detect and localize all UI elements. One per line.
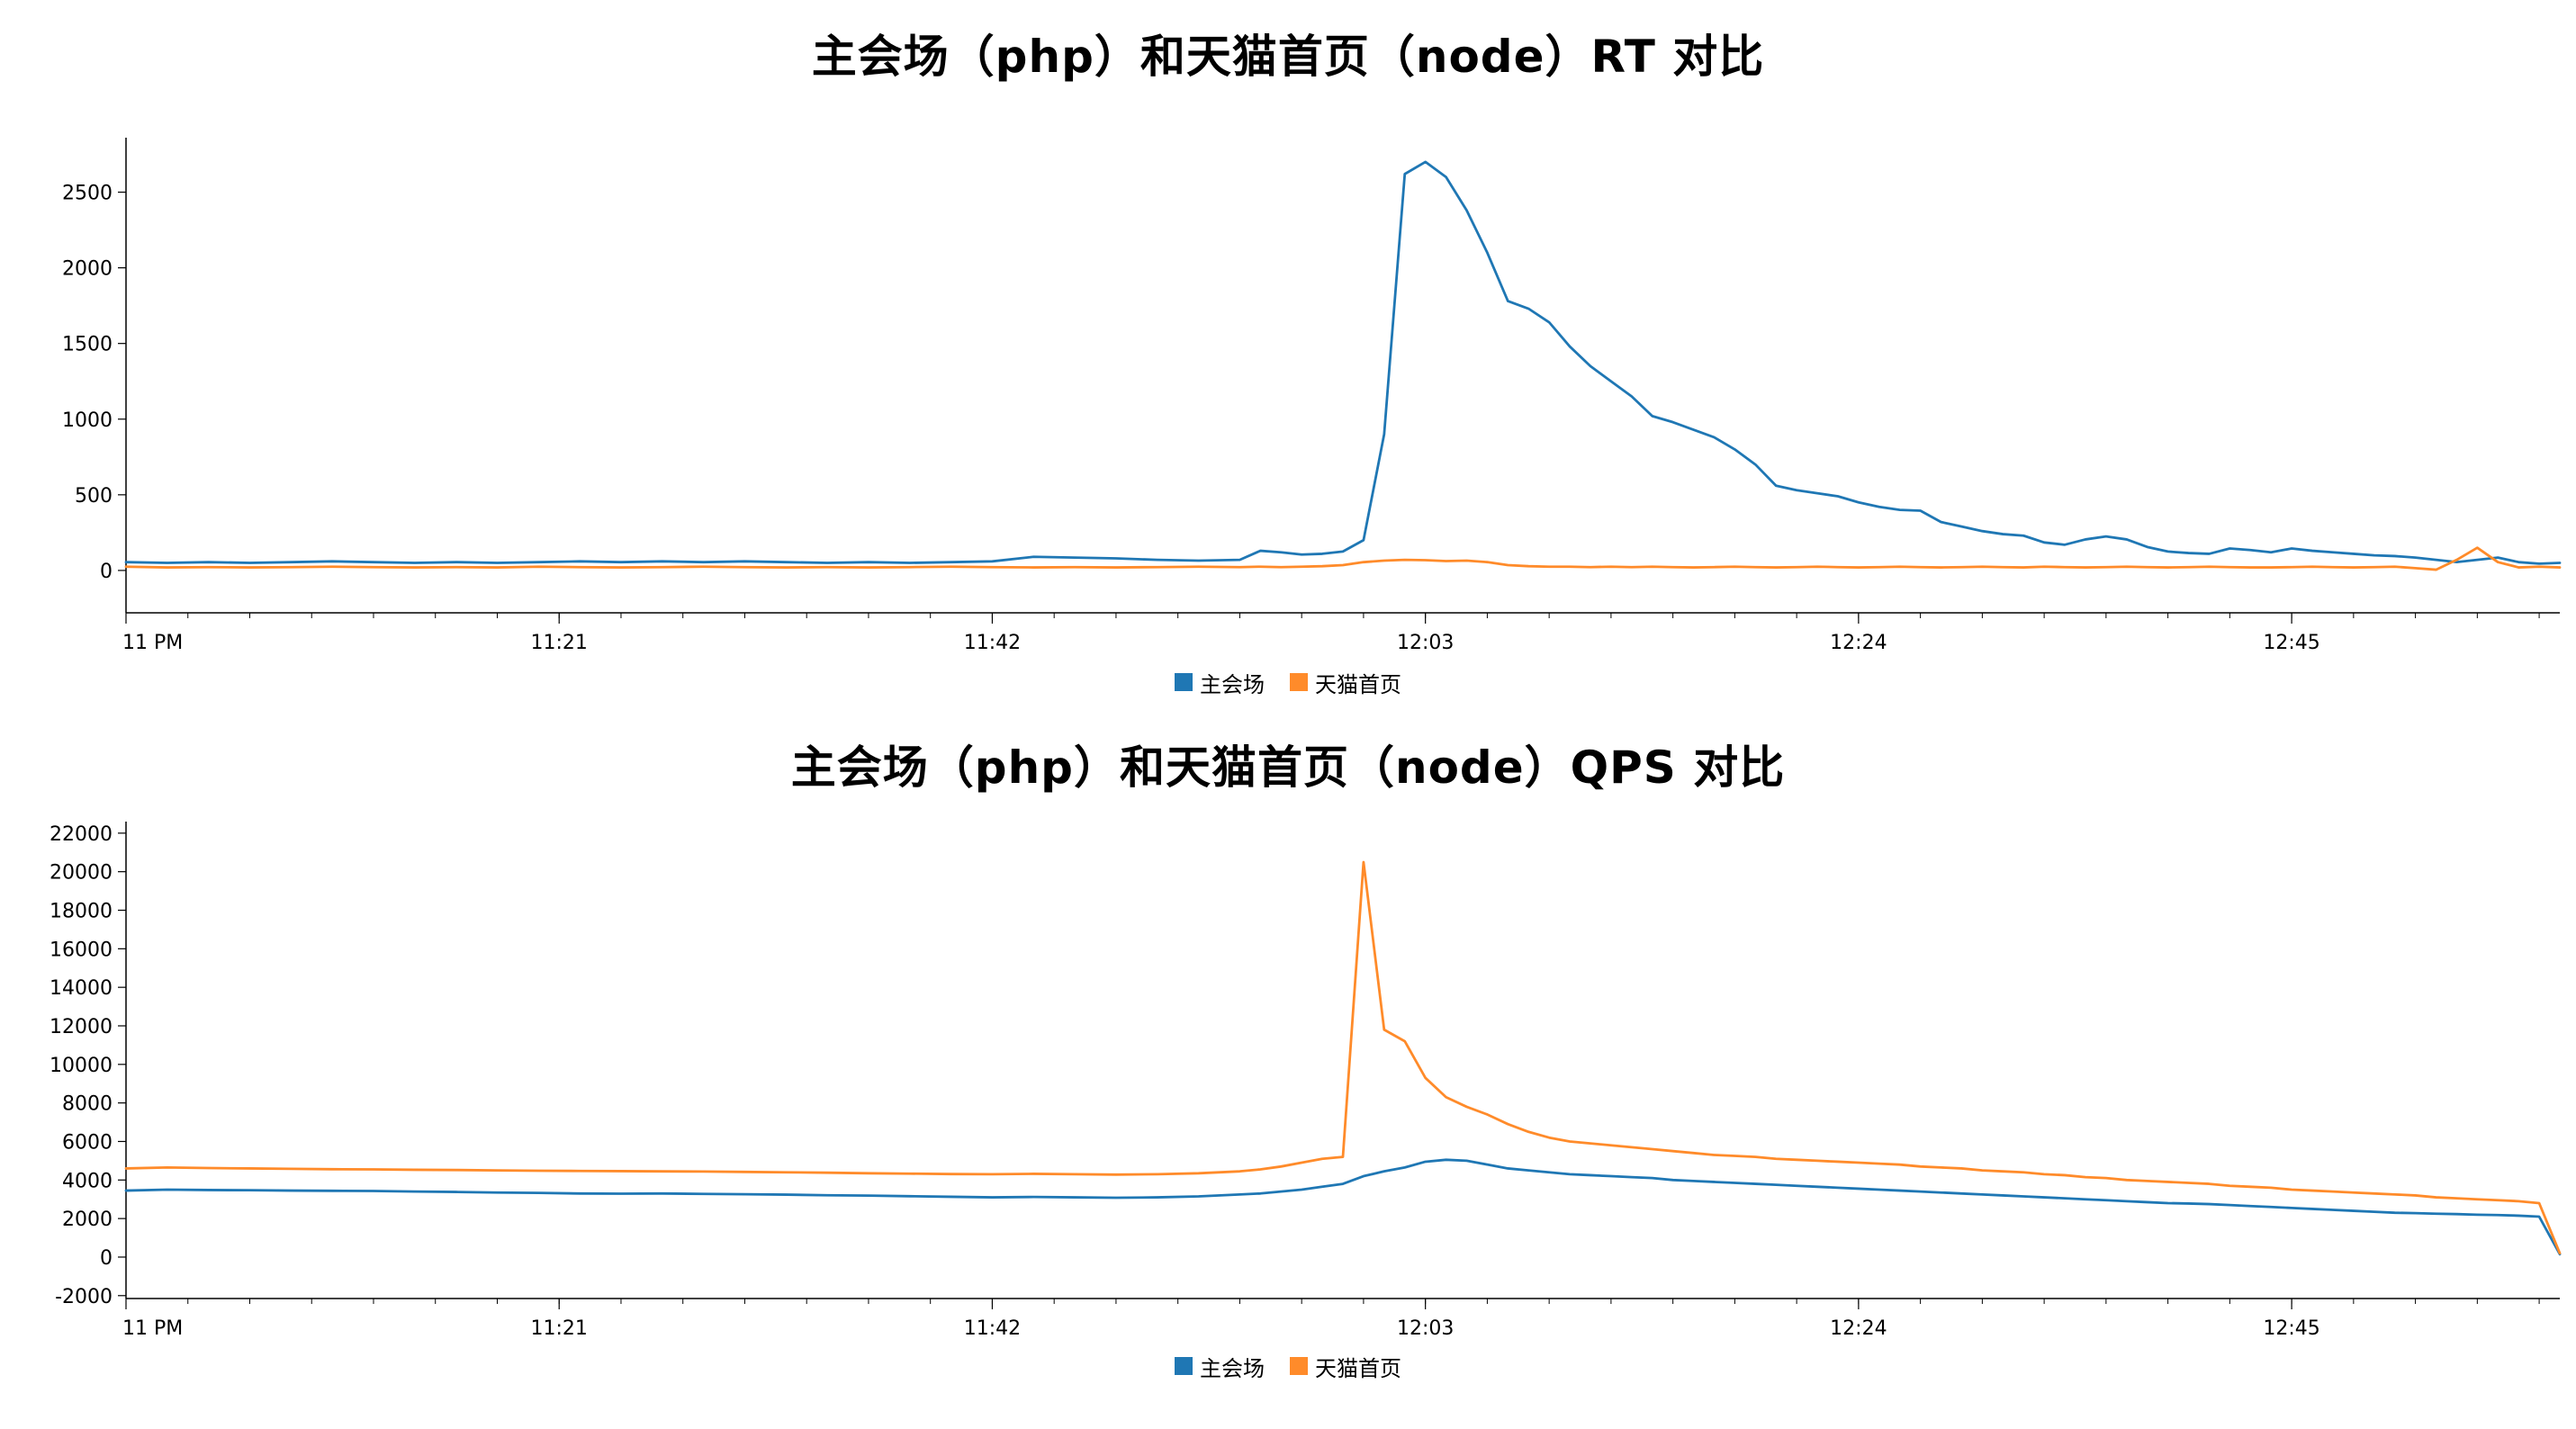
qps-chart-title: 主会场（php）和天猫首页（node）QPS 对比 <box>790 741 1786 794</box>
svg-text:14000: 14000 <box>50 977 113 1000</box>
svg-text:18000: 18000 <box>50 901 113 923</box>
svg-text:12000: 12000 <box>50 1016 113 1038</box>
svg-text:11:21: 11:21 <box>531 632 588 654</box>
svg-text:22000: 22000 <box>50 823 113 846</box>
svg-text:20000: 20000 <box>50 862 113 885</box>
rt-chart-title: 主会场（php）和天猫首页（node）RT 对比 <box>811 31 1765 83</box>
legend-swatch-blue <box>1175 1357 1193 1375</box>
svg-text:12:24: 12:24 <box>1830 1317 1887 1340</box>
svg-text:0: 0 <box>100 1247 113 1270</box>
svg-text:12:45: 12:45 <box>2263 632 2319 654</box>
legend-label-main-venue: 主会场 <box>1200 671 1265 697</box>
charts-page: 主会场（php）和天猫首页（node）RT 对比 0 500 1000 1500 200… <box>0 25 2576 1384</box>
svg-text:11 PM: 11 PM <box>122 632 183 654</box>
svg-text:12:24: 12:24 <box>1830 632 1887 654</box>
legend-item-tmall-home[interactable]: 天猫首页 <box>1290 1351 1401 1382</box>
legend-label-tmall-home: 天猫首页 <box>1315 1355 1401 1381</box>
svg-text:1000: 1000 <box>62 409 113 432</box>
svg-text:11:42: 11:42 <box>964 632 1021 654</box>
qps-comparison-chart: 主会场（php）和天猫首页（node）QPS 对比 -2000 0 2000 4000… <box>0 736 2576 1384</box>
svg-text:1500: 1500 <box>62 334 113 356</box>
svg-text:12:45: 12:45 <box>2263 1317 2319 1340</box>
svg-text:8000: 8000 <box>62 1093 113 1116</box>
legend-swatch-orange <box>1290 1357 1308 1375</box>
svg-text:12:03: 12:03 <box>1397 632 1454 654</box>
svg-text:2500: 2500 <box>62 183 113 205</box>
svg-text:2000: 2000 <box>62 1209 113 1231</box>
svg-text:-2000: -2000 <box>55 1286 113 1308</box>
svg-text:12:03: 12:03 <box>1397 1317 1454 1340</box>
legend-item-main-venue[interactable]: 主会场 <box>1175 1351 1265 1382</box>
svg-text:11:21: 11:21 <box>531 1317 588 1340</box>
qps-chart-legend: 主会场 天猫首页 <box>0 1348 2576 1384</box>
svg-text:0: 0 <box>100 561 113 583</box>
svg-text:2000: 2000 <box>62 258 113 281</box>
svg-text:10000: 10000 <box>50 1055 113 1077</box>
legend-item-main-venue[interactable]: 主会场 <box>1175 667 1265 698</box>
qps-chart-plot: -2000 0 2000 4000 6000 8000 10000 12000 14000 160… <box>50 822 2562 1340</box>
rt-chart-legend: 主会场 天猫首页 <box>0 664 2576 700</box>
svg-text:16000: 16000 <box>50 939 113 961</box>
legend-label-tmall-home: 天猫首页 <box>1315 671 1401 697</box>
svg-text:11 PM: 11 PM <box>122 1317 183 1340</box>
legend-label-main-venue: 主会场 <box>1200 1355 1265 1381</box>
legend-swatch-orange <box>1290 673 1308 691</box>
svg-text:11:42: 11:42 <box>964 1317 1021 1340</box>
legend-swatch-blue <box>1175 673 1193 691</box>
legend-item-tmall-home[interactable]: 天猫首页 <box>1290 667 1401 698</box>
svg-text:4000: 4000 <box>62 1170 113 1192</box>
rt-chart-plot: 0 500 1000 1500 2000 2500 11 PM 11:21 11:42 12:03… <box>62 138 2562 654</box>
rt-comparison-chart: 主会场（php）和天猫首页（node）RT 对比 0 500 1000 1500 200… <box>0 25 2576 700</box>
svg-text:500: 500 <box>75 485 113 508</box>
svg-text:6000: 6000 <box>62 1131 113 1154</box>
